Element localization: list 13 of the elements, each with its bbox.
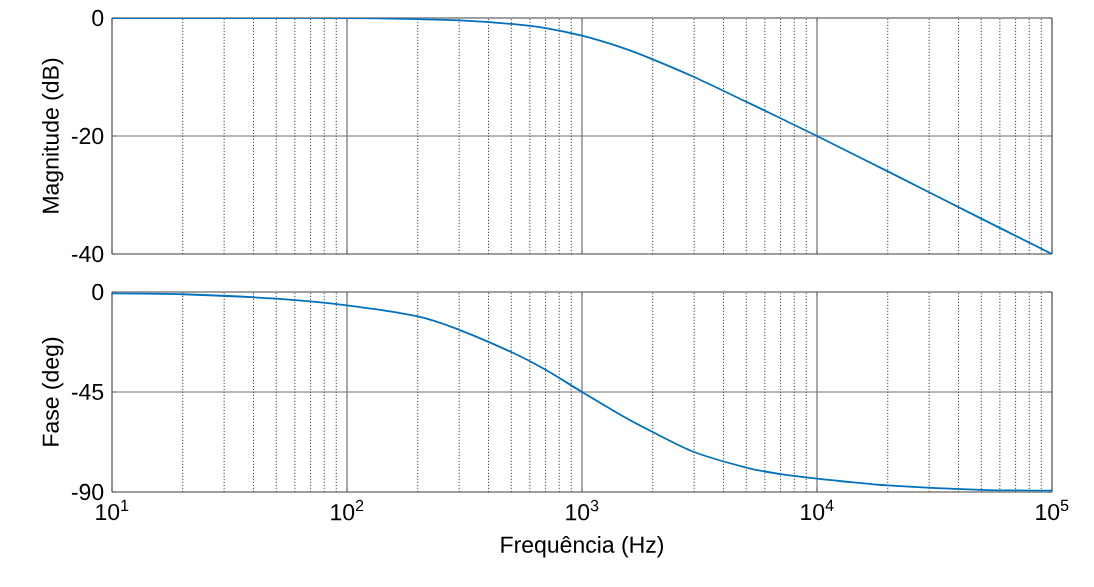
y-tick-label: 0 [92, 9, 104, 27]
y-tick-label: -90 [71, 483, 104, 501]
y-axis-title: Magnitude (dB) [41, 58, 64, 213]
x-tick-label: 10$^{4}$ [801, 499, 834, 521]
y-axis-title: Fase (deg) [41, 337, 64, 446]
x-tick-label: 10$^{3}$ [566, 499, 599, 521]
y-tick-label: -40 [71, 245, 104, 263]
x-tick-label: 10$^{2}$ [331, 499, 364, 521]
y-tick-label: -45 [71, 383, 104, 401]
x-tick-label: 10$^{5}$ [1036, 499, 1069, 521]
y-tick-label: -20 [71, 127, 104, 145]
y-tick-label: 0 [92, 283, 104, 301]
x-axis-title: Frequência (Hz) [501, 535, 663, 558]
